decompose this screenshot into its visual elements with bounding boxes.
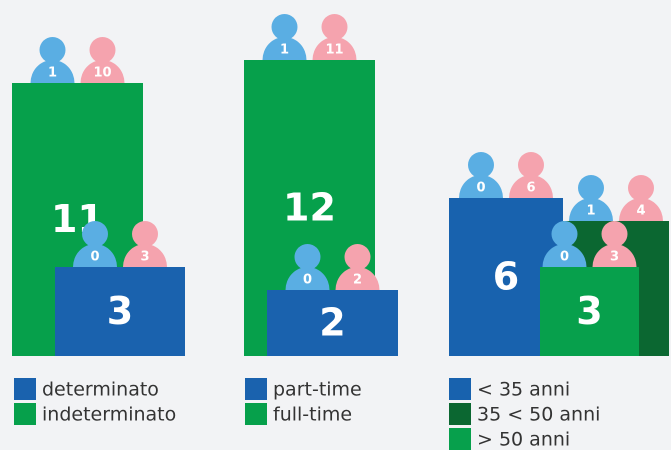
person-body bbox=[123, 244, 167, 267]
person-head bbox=[89, 37, 116, 63]
person-head bbox=[551, 221, 578, 247]
legend-label: indeterminato bbox=[42, 404, 176, 426]
person-body bbox=[30, 60, 75, 83]
legend-swatch bbox=[14, 378, 36, 400]
person-head bbox=[628, 175, 654, 201]
legend-label: part-time bbox=[273, 379, 362, 401]
person-count: 11 bbox=[325, 43, 343, 58]
bar-value: 3 bbox=[576, 289, 602, 333]
person-body bbox=[592, 244, 637, 267]
bar bbox=[540, 267, 639, 356]
legend-label: full-time bbox=[273, 404, 352, 426]
person-body bbox=[542, 244, 587, 267]
person-head bbox=[294, 244, 321, 270]
legend-swatch bbox=[449, 378, 471, 400]
bar-value: 12 bbox=[283, 186, 336, 230]
person-body bbox=[335, 267, 380, 290]
person-body bbox=[80, 60, 125, 83]
person-body bbox=[569, 198, 613, 221]
legend-swatch bbox=[14, 403, 36, 425]
bar-value: 2 bbox=[319, 301, 345, 345]
person-head bbox=[132, 221, 158, 247]
person-count: 3 bbox=[610, 250, 619, 265]
legend-swatch bbox=[245, 378, 267, 400]
person-head bbox=[271, 14, 298, 40]
legend-swatch bbox=[245, 403, 267, 425]
person-count: 1 bbox=[280, 43, 289, 58]
legend-swatch bbox=[449, 403, 471, 425]
bar bbox=[267, 290, 398, 356]
person-body bbox=[262, 37, 307, 60]
person-count: 1 bbox=[48, 66, 57, 81]
bar-value: 3 bbox=[107, 289, 133, 333]
person-count: 4 bbox=[636, 204, 645, 219]
person-head bbox=[344, 244, 371, 270]
person-head bbox=[578, 175, 604, 201]
person-count: 0 bbox=[303, 273, 312, 288]
person-head bbox=[468, 152, 494, 178]
person-body bbox=[73, 244, 117, 267]
person-head bbox=[518, 152, 544, 178]
person-count: 10 bbox=[93, 66, 111, 81]
person-body bbox=[459, 175, 503, 198]
legend-label: < 35 anni bbox=[477, 379, 570, 401]
person-body bbox=[509, 175, 553, 198]
person-head bbox=[601, 221, 628, 247]
bar-value: 6 bbox=[493, 255, 519, 299]
person-count: 0 bbox=[476, 181, 485, 196]
person-head bbox=[82, 221, 108, 247]
person-count: 2 bbox=[353, 273, 362, 288]
bar bbox=[55, 267, 185, 356]
legend-label: 35 < 50 anni bbox=[477, 404, 600, 426]
person-count: 0 bbox=[560, 250, 569, 265]
person-body bbox=[285, 267, 330, 290]
person-count: 0 bbox=[90, 250, 99, 265]
legend-label: > 50 anni bbox=[477, 429, 570, 450]
person-head bbox=[39, 37, 66, 63]
legend-swatch bbox=[449, 428, 471, 450]
person-count: 1 bbox=[586, 204, 595, 219]
legend-label: determinato bbox=[42, 379, 159, 401]
person-count: 3 bbox=[140, 250, 149, 265]
person-count: 6 bbox=[526, 181, 535, 196]
person-head bbox=[321, 14, 348, 40]
person-body bbox=[312, 37, 357, 60]
person-body bbox=[619, 198, 663, 221]
